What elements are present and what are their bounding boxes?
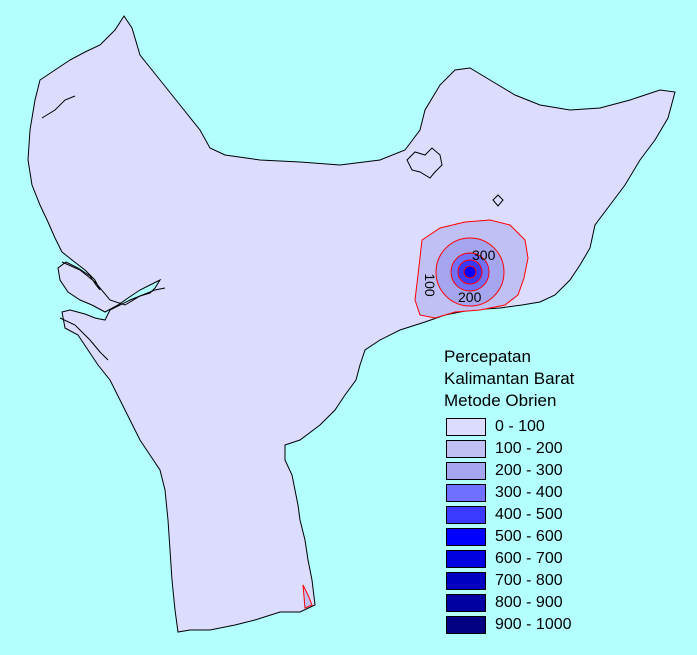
- legend-swatch: [446, 572, 486, 590]
- contour-label-200: 200: [458, 289, 482, 305]
- river-line-2: [61, 261, 166, 306]
- legend: Percepatan Kalimantan Barat Metode Obrie…: [444, 346, 574, 636]
- contour-label-100: 100: [422, 273, 438, 297]
- legend-range-label: 600 - 700: [495, 550, 563, 567]
- legend-row: 800 - 900: [444, 592, 574, 614]
- river-line-1: [41, 95, 76, 119]
- legend-swatch: [446, 594, 486, 612]
- legend-range-label: 900 - 1000: [495, 616, 572, 633]
- legend-swatch: [446, 616, 486, 634]
- legend-row: 400 - 500: [444, 504, 574, 526]
- legend-row: 700 - 800: [444, 570, 574, 592]
- legend-row: 0 - 100: [444, 416, 574, 438]
- contour-edge-south: [302, 584, 313, 609]
- legend-range-label: 300 - 400: [495, 484, 563, 501]
- legend-swatch: [446, 418, 486, 436]
- legend-title-line-2: Kalimantan Barat: [444, 369, 575, 388]
- legend-range-label: 100 - 200: [495, 440, 563, 457]
- kalimantan-barat-landmass: [27, 15, 676, 633]
- legend-range-label: 400 - 500: [495, 506, 563, 523]
- island-2: [492, 194, 504, 207]
- legend-rows: 0 - 100 100 - 200 200 - 300 300 - 400 400 - …: [444, 416, 574, 636]
- legend-range-label: 700 - 800: [495, 572, 563, 589]
- contour-label-300: 300: [472, 247, 496, 263]
- legend-range-label: 200 - 300: [495, 462, 563, 479]
- island-1: [406, 147, 443, 179]
- legend-row: 200 - 300: [444, 460, 574, 482]
- legend-swatch: [446, 528, 486, 546]
- legend-swatch: [446, 550, 486, 568]
- legend-swatch: [446, 440, 486, 458]
- contour-zone-500-600: [463, 265, 477, 279]
- legend-range-label: 500 - 600: [495, 528, 563, 545]
- legend-range-label: 800 - 900: [495, 594, 563, 611]
- legend-row: 100 - 200: [444, 438, 574, 460]
- legend-range-label: 0 - 100: [495, 418, 545, 435]
- legend-swatch: [446, 506, 486, 524]
- legend-row: 500 - 600: [444, 526, 574, 548]
- legend-title-line-3: Metode Obrien: [444, 391, 557, 410]
- legend-swatch: [446, 484, 486, 502]
- legend-row: 600 - 700: [444, 548, 574, 570]
- legend-swatch: [446, 462, 486, 480]
- river-line-3: [59, 317, 109, 361]
- legend-title-line-1: Percepatan: [444, 347, 531, 366]
- legend-row: 900 - 1000: [444, 614, 574, 636]
- legend-row: 300 - 400: [444, 482, 574, 504]
